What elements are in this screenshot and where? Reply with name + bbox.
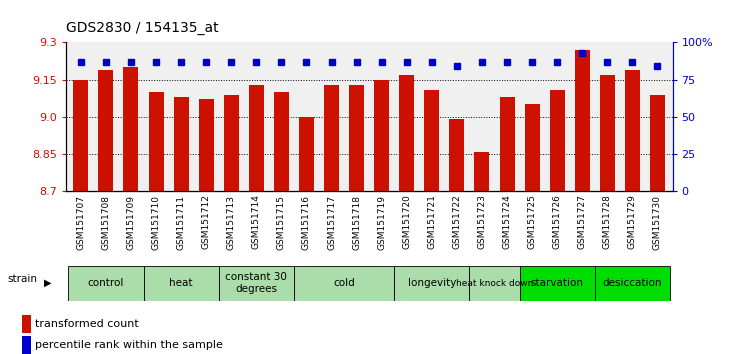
Bar [550,90,565,191]
Bar [294,266,394,301]
Text: GSM151715: GSM151715 [277,195,286,250]
Bar [600,75,615,191]
Text: GSM151722: GSM151722 [452,195,461,249]
Bar [324,85,339,191]
Text: starvation: starvation [531,278,583,288]
Text: GSM151727: GSM151727 [577,195,587,250]
Text: GSM151710: GSM151710 [151,195,161,250]
Bar [219,266,294,301]
Text: GSM151712: GSM151712 [202,195,211,250]
Bar [374,80,389,191]
Bar [499,97,515,191]
Text: percentile rank within the sample: percentile rank within the sample [35,340,223,350]
Text: GSM151713: GSM151713 [227,195,236,250]
Text: GSM151717: GSM151717 [327,195,336,250]
Text: GSM151723: GSM151723 [477,195,486,250]
Bar [525,104,539,191]
Text: longevity: longevity [408,278,456,288]
Bar [99,70,113,191]
Bar [520,266,595,301]
Bar [299,117,314,191]
Text: GSM151730: GSM151730 [653,195,662,250]
Bar [650,95,665,191]
Bar [625,70,640,191]
Bar [143,266,219,301]
Bar [399,75,414,191]
Text: control: control [88,278,124,288]
Bar [148,92,164,191]
Bar [173,97,189,191]
Bar [73,80,88,191]
Text: GSM151711: GSM151711 [177,195,186,250]
Text: GSM151721: GSM151721 [428,195,436,250]
Bar [424,90,439,191]
Bar [124,67,138,191]
Text: GSM151724: GSM151724 [502,195,512,249]
Text: transformed count: transformed count [35,319,139,329]
Bar [469,266,520,301]
Text: GSM151719: GSM151719 [377,195,386,250]
Bar [595,266,670,301]
Text: GSM151729: GSM151729 [628,195,637,250]
Text: GSM151725: GSM151725 [528,195,537,250]
Text: GSM151708: GSM151708 [102,195,110,250]
Text: GSM151707: GSM151707 [76,195,86,250]
Text: heat knock down: heat knock down [456,279,533,288]
Text: constant 30
degrees: constant 30 degrees [225,272,287,294]
Bar [274,92,289,191]
Bar [394,266,469,301]
Text: GSM151726: GSM151726 [553,195,561,250]
Text: cold: cold [333,278,355,288]
Text: strain: strain [7,274,37,284]
Text: desiccation: desiccation [602,278,662,288]
Text: ▶: ▶ [44,278,51,288]
Text: GSM151709: GSM151709 [126,195,135,250]
Text: GDS2830 / 154135_at: GDS2830 / 154135_at [66,21,219,35]
Bar [575,50,590,191]
Bar [224,95,239,191]
Bar [249,85,264,191]
Text: GSM151728: GSM151728 [603,195,612,250]
Text: GSM151718: GSM151718 [352,195,361,250]
Bar [199,99,213,191]
Bar [450,119,464,191]
Text: GSM151716: GSM151716 [302,195,311,250]
Bar [474,152,490,191]
Text: GSM151714: GSM151714 [252,195,261,250]
Bar [349,85,364,191]
Bar [68,266,143,301]
Text: heat: heat [170,278,193,288]
Text: GSM151720: GSM151720 [402,195,412,250]
